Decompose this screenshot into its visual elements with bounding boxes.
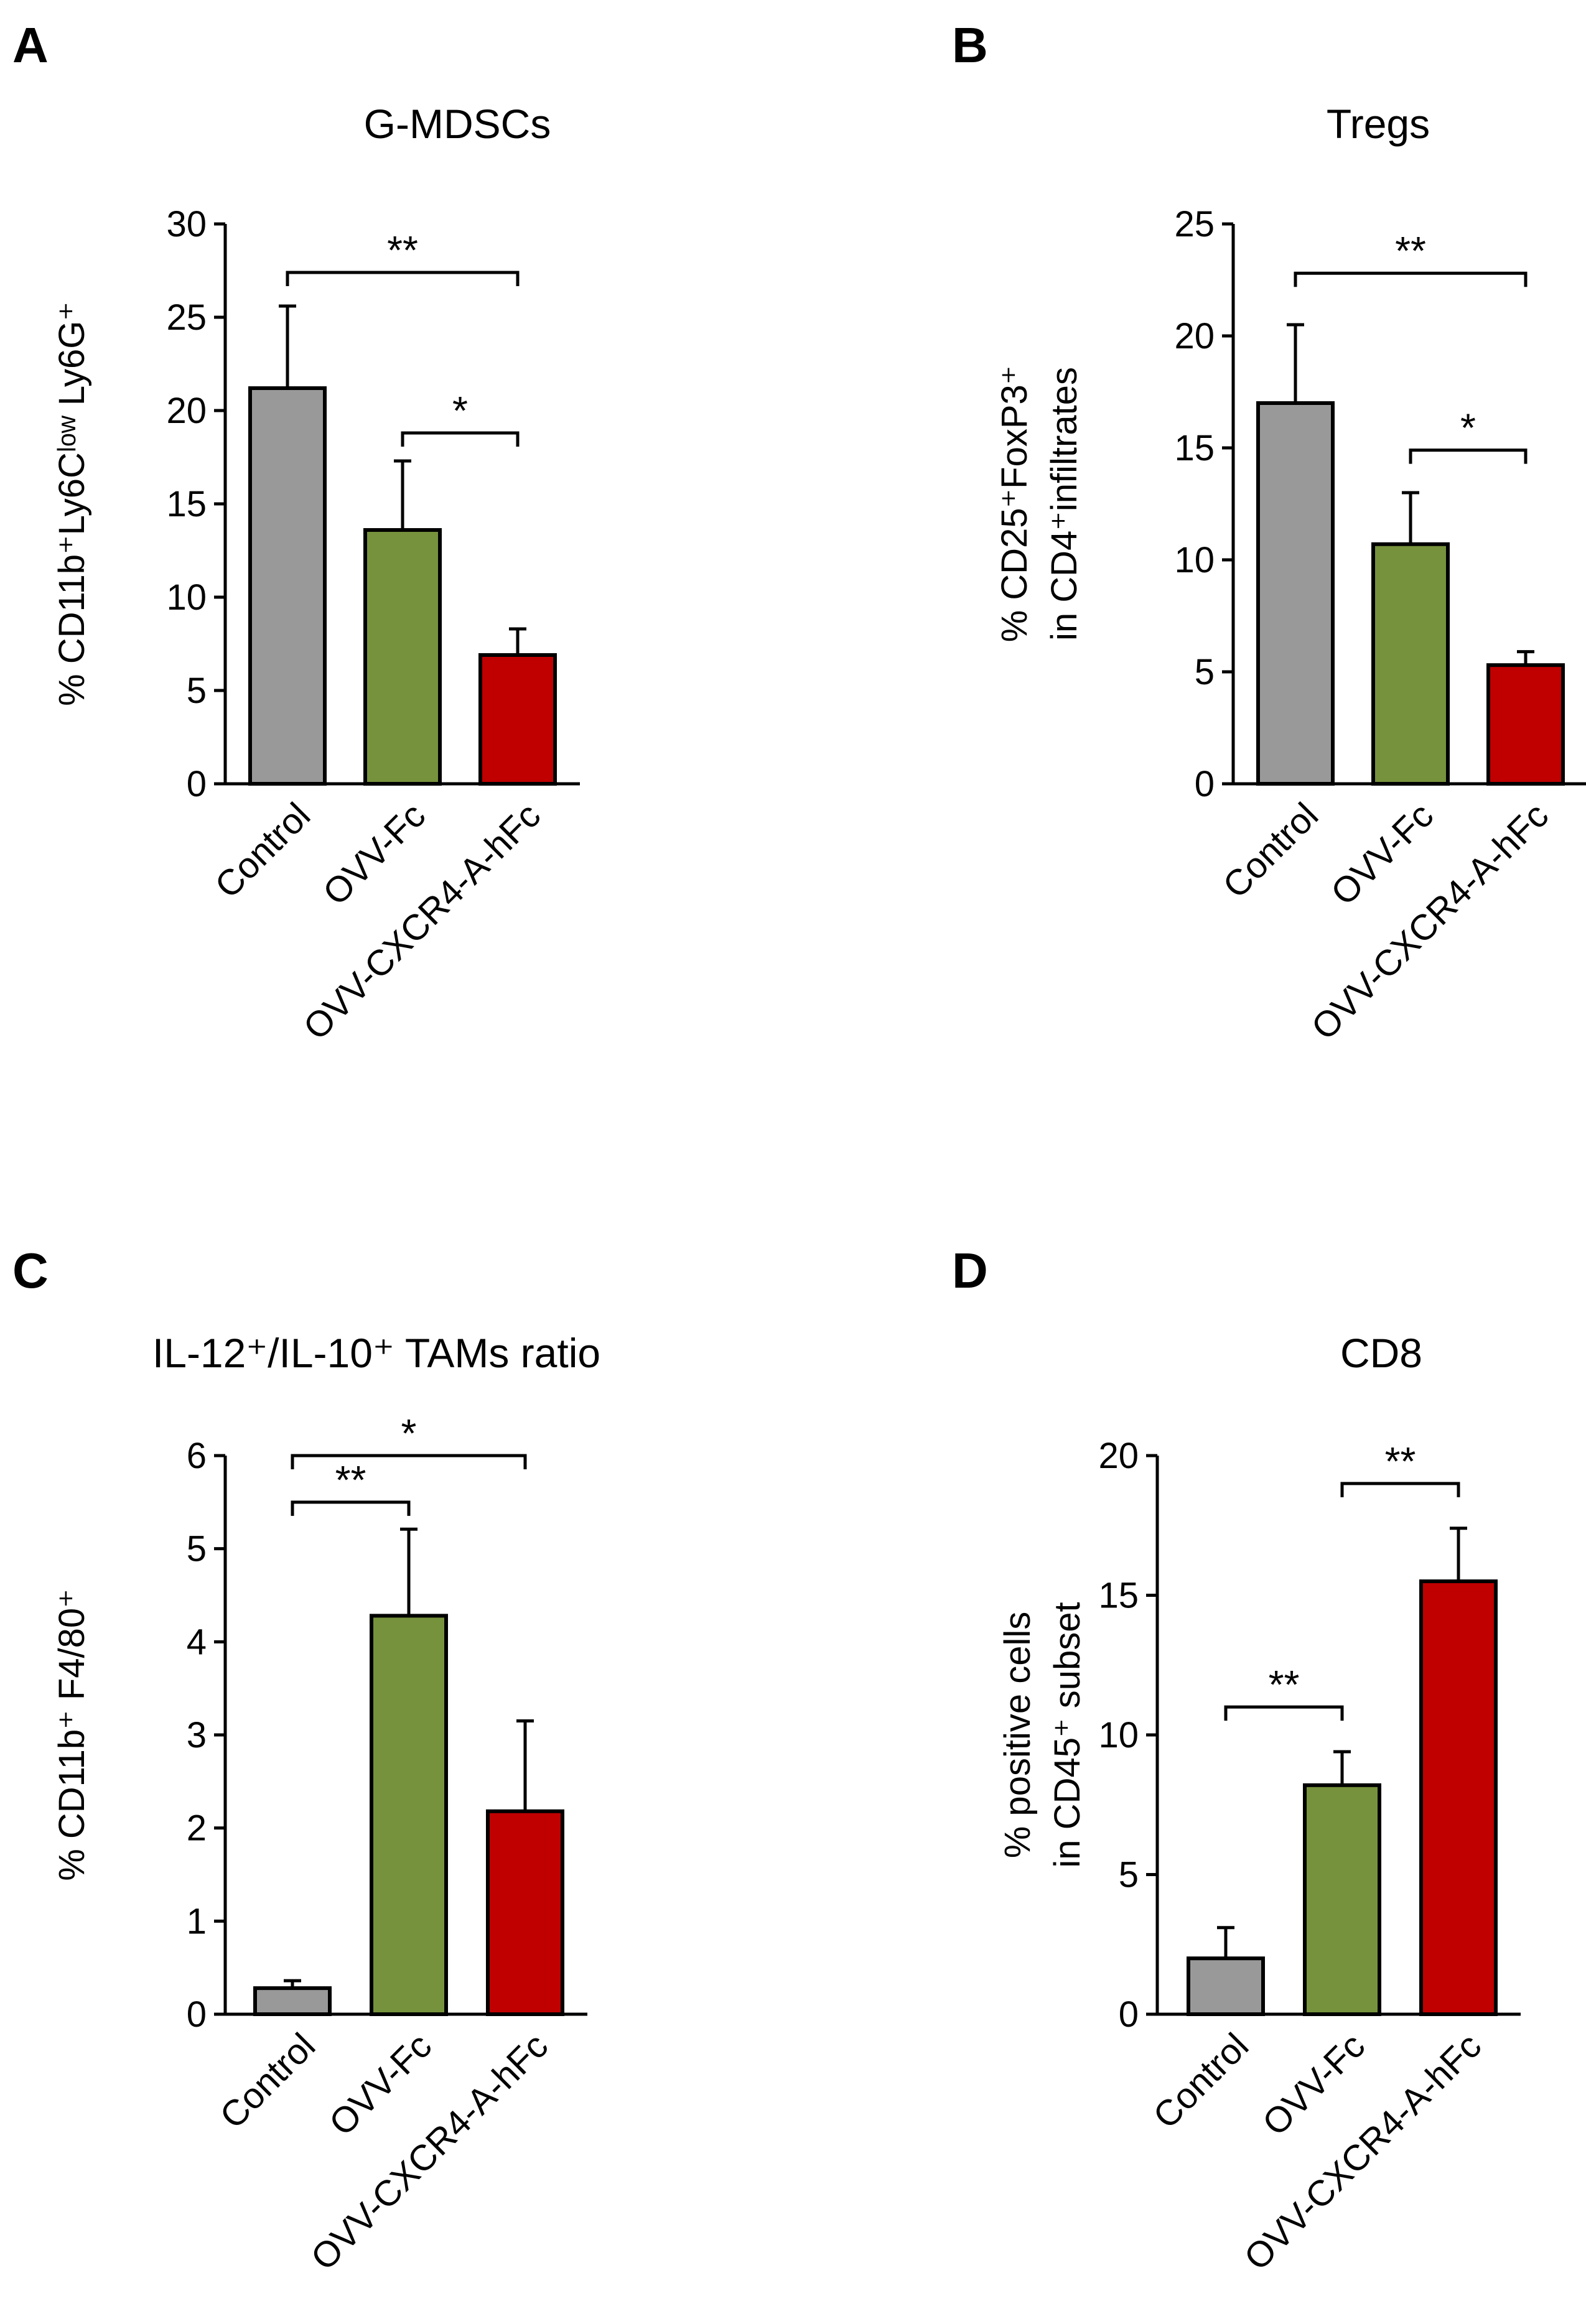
y-tick-label: 25 [166,297,207,338]
significance-bracket [291,1454,527,1469]
bar-ovv-cxcr4-a-hfc [478,653,557,786]
significance-label: * [452,388,468,433]
y-tick-label: 25 [1174,204,1215,244]
bar-control [248,386,327,786]
bar-control [1256,401,1335,786]
chart-title: IL-12⁺/IL-10⁺ TAMs ratio [152,1330,600,1376]
bar-ovv-cxcr4-a-hfc [1419,1579,1498,2017]
y-tick-label: 20 [1174,316,1215,356]
y-tick-label: 30 [166,204,207,244]
significance-label: ** [1269,1662,1300,1707]
significance-label: ** [387,228,418,272]
significance-label: * [1460,406,1476,450]
significance-bracket [1340,1482,1460,1497]
bar-ovv-fc [1371,542,1450,786]
panel-d: D CD8 0 5 10 15 20 % positive cells in CD45⁺ sub… [952,1243,1521,2278]
category-label: Control [1145,2025,1256,2136]
significance-bracket [286,271,520,286]
significance-bracket [291,1500,411,1516]
panel-letter: B [952,17,988,73]
y-tick-label: 20 [166,391,207,431]
chart-title: CD8 [1340,1330,1422,1376]
y-tick-label: 5 [187,671,207,711]
y-tick-label: 10 [1098,1715,1139,1755]
bar-control [1187,1956,1265,2016]
significance-label: ** [335,1457,366,1502]
y-tick-label: 3 [187,1715,207,1755]
category-label: Control [207,795,318,906]
bar-control [253,1986,332,2016]
category-label: OVV-Fc [1255,2025,1373,2144]
y-tick-label: 15 [1174,428,1215,468]
panel-a: A G-MDSCs 0 5 10 15 20 25 30 % CD11b⁺Ly6Cˡᵒʷ Ly6G… [12,17,580,1048]
chart-title: G-MDSCs [364,101,551,147]
bar-ovv-cxcr4-a-hfc [1486,663,1565,786]
panel-letter: D [952,1243,988,1298]
y-tick-label: 10 [1174,540,1215,580]
category-label: OVV-Fc [315,795,434,913]
category-label: Control [1215,795,1326,906]
chart-title: Tregs [1327,101,1430,147]
bar-ovv-fc [363,528,442,786]
y-tick-label: 4 [187,1622,207,1662]
y-tick-label: 1 [187,1901,207,1941]
y-tick-label: 0 [1119,1994,1139,2035]
bar-ovv-fc [1303,1783,1381,2017]
category-label: Control [212,2025,323,2136]
significance-label: ** [1395,228,1426,273]
significance-bracket [401,431,520,447]
y-tick-label: 15 [166,484,207,524]
y-tick-label: 5 [1119,1855,1139,1895]
y-tick-label: 2 [187,1808,207,1849]
significance-label: * [401,1411,417,1456]
y-axis-label: in CD4⁺infiltrates [1044,367,1085,641]
y-axis-label: % CD11b⁺Ly6Cˡᵒʷ Ly6G⁺ [52,302,92,706]
y-tick-label: 0 [187,764,207,804]
y-tick-label: 15 [1098,1576,1139,1616]
panel-c: C IL-12⁺/IL-10⁺ TAMs ratio 0 1 2 3 4 5 6 % CD11b⁺… [12,1243,600,2278]
significance-bracket [1409,449,1528,464]
y-tick-label: 5 [187,1529,207,1569]
y-tick-label: 0 [187,1994,207,2035]
panel-b: B Tregs 0 5 10 15 20 25 % CD25⁺FoxP3⁺ in CD4⁺infi… [952,17,1586,1048]
y-axis-label: in CD45⁺ subset [1047,1602,1088,1867]
y-tick-label: 0 [1195,764,1215,804]
y-tick-label: 20 [1098,1436,1139,1476]
panel-letter: A [12,17,49,73]
y-axis-label: % CD11b⁺ F4/80⁺ [52,1589,92,1881]
bar-ovv-fc [370,1614,448,2017]
y-tick-label: 10 [166,577,207,618]
y-axis-label: % CD25⁺FoxP3⁺ [994,366,1035,643]
category-label: OVV-Fc [322,2025,440,2144]
panel-letter: C [12,1243,49,1298]
significance-bracket [1294,271,1528,287]
y-axis-label: % positive cells [997,1612,1038,1858]
bar-ovv-cxcr4-a-hfc [486,1809,564,2016]
y-tick-label: 5 [1195,652,1215,692]
significance-bracket [1224,1705,1344,1721]
category-label: OVV-Fc [1323,795,1442,913]
y-tick-label: 6 [187,1436,207,1476]
significance-label: ** [1385,1439,1416,1484]
